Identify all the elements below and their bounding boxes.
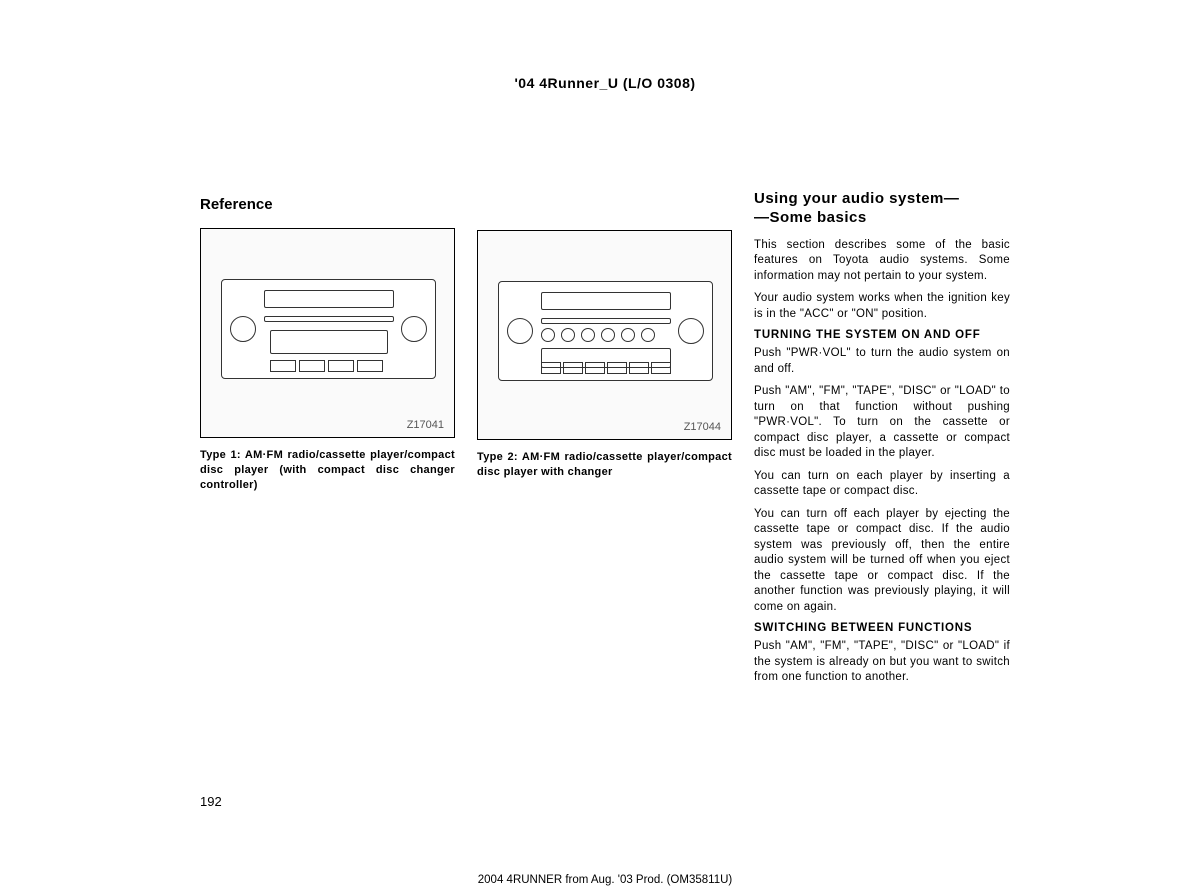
column-layout: Reference Z17041 Type 1:	[200, 196, 1010, 693]
cassette-slot	[270, 330, 388, 354]
paragraph: You can turn off each player by ejecting…	[754, 507, 1010, 616]
figure-code: Z17044	[684, 421, 721, 433]
radio-display	[264, 290, 394, 308]
radio-button	[357, 360, 383, 372]
preset-button	[581, 328, 595, 342]
radio-button	[651, 362, 671, 374]
radio-button	[270, 360, 296, 372]
radio-illustration-type2	[498, 281, 713, 381]
figure-caption-type2: Type 2: AM·FM radio/cassette player/comp…	[477, 450, 732, 480]
figure-code: Z17041	[407, 419, 444, 431]
paragraph: Push "AM", "FM", "TAPE", "DISC" or "LOAD…	[754, 639, 1010, 686]
preset-button	[621, 328, 635, 342]
radio-button	[607, 362, 627, 374]
subheading-turning-on-off: TURNING THE SYSTEM ON AND OFF	[754, 329, 1010, 341]
section-heading: Using your audio system— —Some basics	[754, 190, 1010, 228]
paragraph: You can turn on each player by inserting…	[754, 469, 1010, 500]
knob-left	[507, 318, 533, 344]
preset-button	[541, 328, 555, 342]
radio-button	[585, 362, 605, 374]
page-number: 192	[200, 794, 222, 809]
paragraph: Your audio system works when the ignitio…	[754, 291, 1010, 322]
preset-button	[601, 328, 615, 342]
figure-caption-type1: Type 1: AM·FM radio/cassette player/comp…	[200, 448, 455, 493]
page-content: '04 4Runner_U (L/O 0308) Reference	[200, 75, 1010, 693]
figure-type1: Z17041	[200, 228, 455, 438]
column-left: Reference Z17041 Type 1:	[200, 196, 455, 693]
heading-line1: Using your audio system—	[754, 190, 959, 207]
page-header: '04 4Runner_U (L/O 0308)	[200, 75, 1010, 91]
subheading-switching: SWITCHING BETWEEN FUNCTIONS	[754, 622, 1010, 634]
preset-button	[561, 328, 575, 342]
knob-left	[230, 316, 256, 342]
reference-heading: Reference	[200, 196, 455, 213]
preset-button	[641, 328, 655, 342]
radio-button	[541, 362, 561, 374]
radio-display	[541, 292, 671, 310]
radio-button	[629, 362, 649, 374]
heading-line2: —Some basics	[754, 209, 867, 226]
knob-right	[401, 316, 427, 342]
radio-button	[328, 360, 354, 372]
disc-slot	[541, 318, 671, 324]
knob-right	[678, 318, 704, 344]
paragraph: Push "AM", "FM", "TAPE", "DISC" or "LOAD…	[754, 384, 1010, 462]
paragraph: This section describes some of the basic…	[754, 238, 1010, 285]
disc-slot	[264, 316, 394, 322]
spacer	[477, 196, 732, 230]
radio-illustration-type1	[221, 279, 436, 379]
figure-type2: Z17044	[477, 230, 732, 440]
page-footer: 2004 4RUNNER from Aug. '03 Prod. (OM3581…	[200, 874, 1010, 886]
button-row	[270, 360, 383, 372]
button-row	[541, 362, 671, 374]
radio-button	[299, 360, 325, 372]
radio-button	[563, 362, 583, 374]
column-right: Using your audio system——Some basics Thi…	[754, 196, 1010, 693]
paragraph: Push "PWR·VOL" to turn the audio system …	[754, 346, 1010, 377]
circle-buttons	[541, 328, 655, 342]
column-middle: Z17044 Type 2: AM·FM radio/cassette play…	[477, 196, 732, 693]
